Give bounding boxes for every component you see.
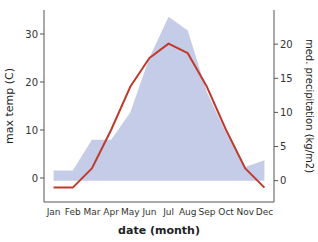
x-tick-label: Aug: [179, 207, 197, 217]
y-tick-label: 30: [25, 29, 38, 40]
y2-axis-label: med. precipitation (kg/m2): [304, 39, 315, 173]
plot-area: [54, 17, 265, 188]
y-tick: [40, 178, 44, 179]
x-tick-label: Mar: [83, 207, 100, 217]
y2-tick: [274, 180, 278, 181]
y-tick-label: 0: [32, 173, 38, 184]
y2-tick: [274, 146, 278, 147]
y-tick: [40, 82, 44, 83]
y2-tick-label: 20: [280, 39, 293, 50]
x-tick-label: Dec: [256, 207, 273, 217]
y2-tick: [274, 112, 278, 113]
x-tick-label: May: [121, 207, 140, 217]
y-tick-label: 10: [25, 125, 38, 136]
x-tick-label: Oct: [218, 207, 234, 217]
x-tick-label: Apr: [103, 207, 119, 217]
temperature-line: [54, 44, 265, 188]
y2-tick-label: 10: [280, 107, 293, 118]
y2-tick-label: 15: [280, 73, 293, 84]
y-tick-label: 20: [25, 77, 38, 88]
y2-tick: [274, 78, 278, 79]
y-tick: [40, 34, 44, 35]
x-axis-label: date (month): [118, 224, 200, 237]
x-tick-label: Jun: [141, 207, 156, 217]
y-tick: [40, 130, 44, 131]
x-tick-label: Feb: [65, 207, 81, 217]
y2-tick-label: 0: [280, 175, 286, 186]
y2-tick-label: 5: [280, 141, 286, 152]
y-axis-line: [44, 10, 45, 202]
chart: 0 10 20 30 0 5 10 15 20 Jan FebMarAprMayJun Jul AugS…: [0, 0, 318, 242]
y-axis-label: max temp (C): [3, 68, 16, 144]
precipitation-area: [54, 17, 265, 181]
x-tick-label: Jan: [46, 207, 61, 217]
x-tick-label: Nov: [236, 207, 254, 217]
x-tick-label: Sep: [198, 207, 215, 217]
x-axis-line: [44, 202, 274, 203]
y2-tick: [274, 44, 278, 45]
y2-axis-line: [274, 10, 275, 202]
x-tick-label: Jul: [162, 207, 174, 217]
